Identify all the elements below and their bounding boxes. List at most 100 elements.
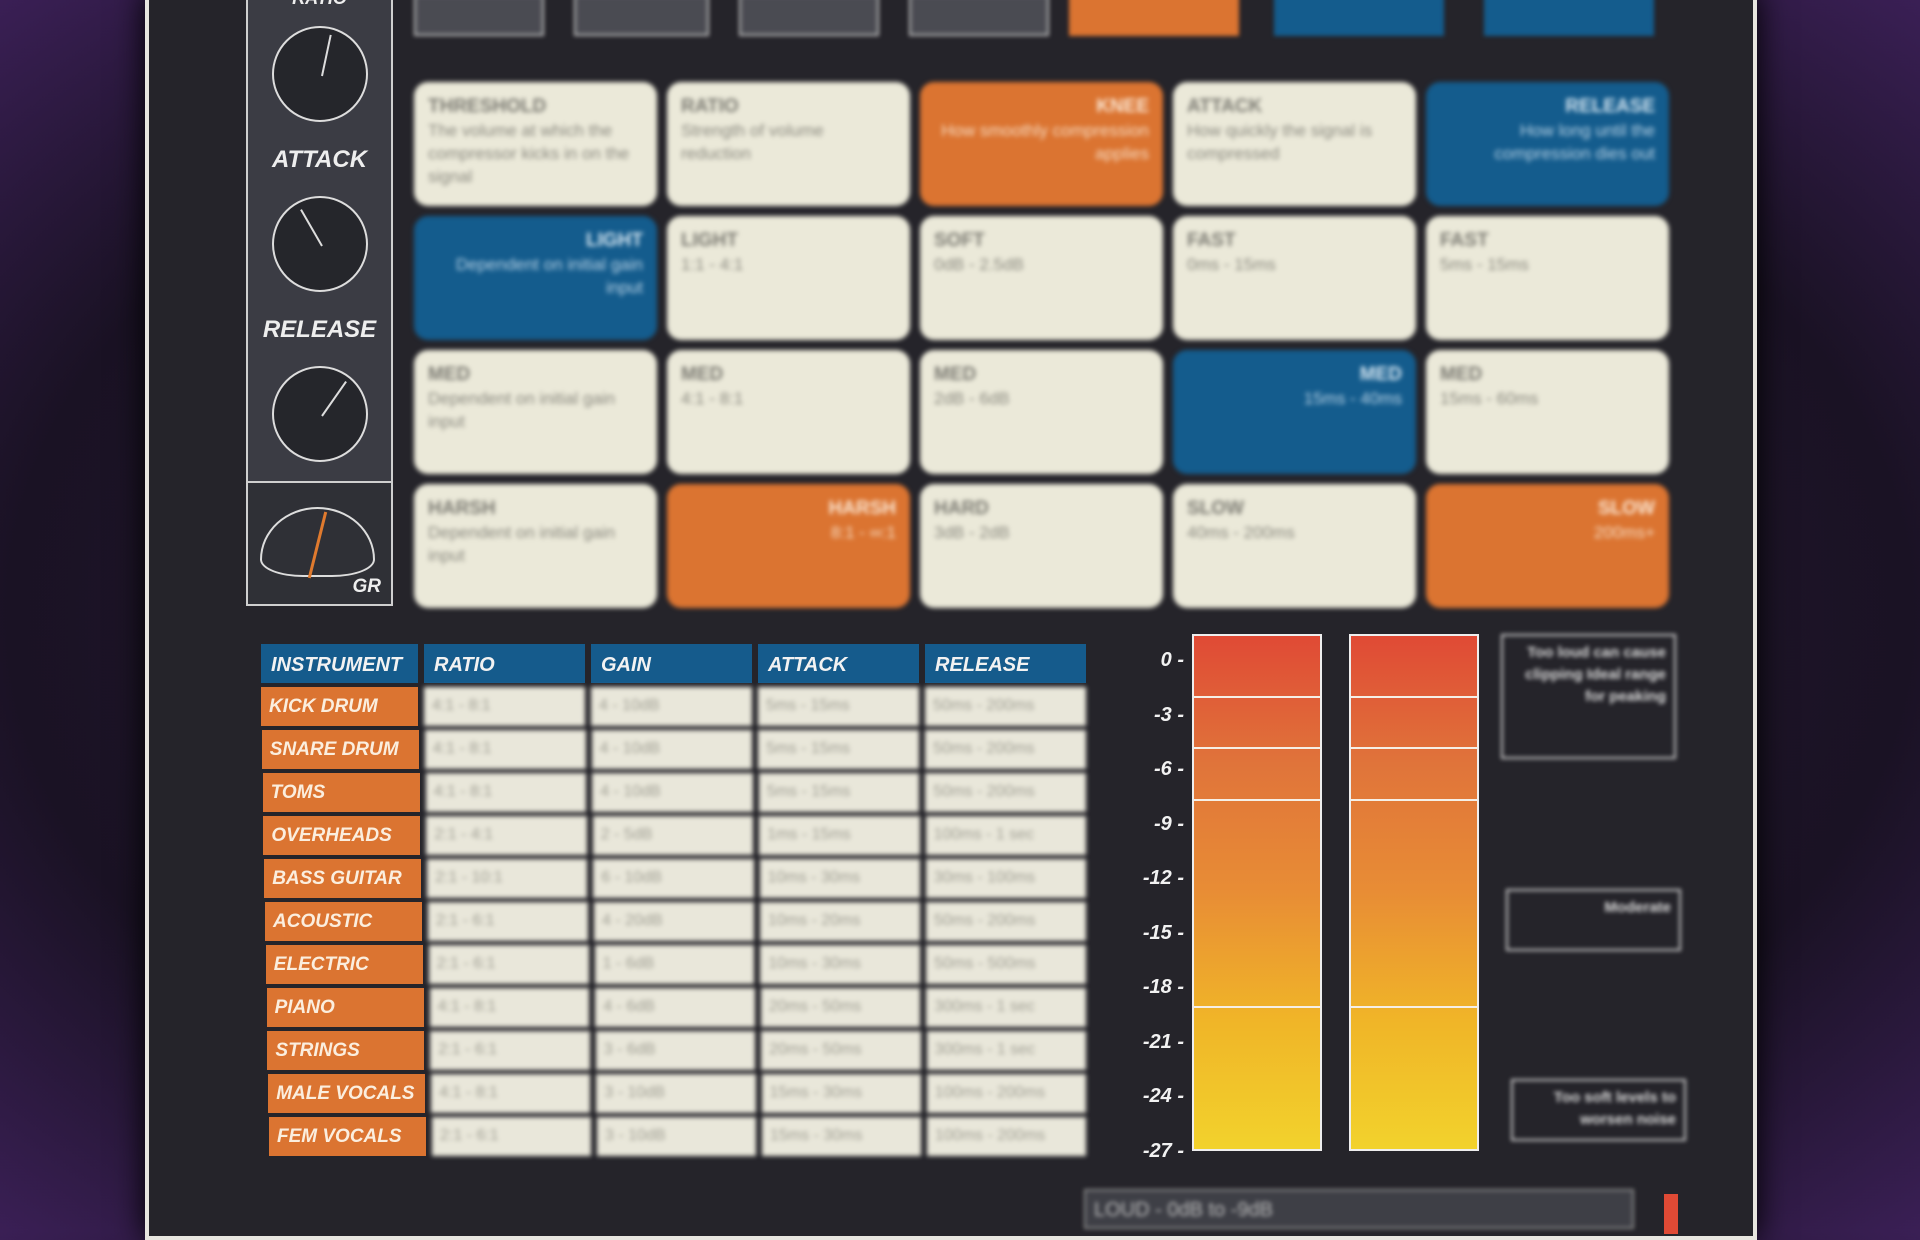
table-cell: 10ms - 30ms [759,859,920,898]
table-row: SNARE DRUM 4:1 - 8:1 4 - 10dB 5ms - 15ms 50m… [261,730,1086,769]
instrument-label: ACOUSTIC [265,902,422,941]
table-cell: 4:1 - 8:1 [424,687,585,726]
grid-cell: FAST 0ms - 15ms [1173,216,1416,340]
table-cell: 1ms - 15ms [759,816,920,855]
table-cell: 5ms - 15ms [758,730,920,769]
table-row: STRINGS 2:1 - 6:1 3 - 6dB 20ms - 50ms 300ms … [267,1031,1087,1070]
grid-cell-title: RELEASE [1565,96,1655,117]
db-scale-label: -12 - [1142,867,1184,889]
grid-cell-title: MED [934,364,977,385]
grid-cell: MED 4:1 - 8:1 [667,350,910,474]
grid-cell-title: SOFT [934,230,985,251]
level-meter-bar-left [1192,634,1322,1151]
grid-cell-title: HARSH [428,498,496,519]
instrument-label: TOMS [262,773,420,812]
note-soft: Too soft levels to worsen noise [1511,1079,1686,1141]
table-cell: 20ms - 50ms [760,988,921,1027]
table-cell: 15ms - 30ms [761,1074,921,1113]
table-cell: 2:1 - 4:1 [426,816,587,855]
table-cell: 4 - 6dB [595,988,755,1027]
grid-cell-text: How smoothly compression applies [941,120,1149,163]
parameter-grid: THRESHOLD The volume at which the compres… [414,82,1669,608]
grid-cell: SOFT 0dB - 2.5dB [920,216,1163,340]
grid-cell-title: MED [681,364,724,385]
table-cell: 5ms - 15ms [758,773,920,812]
grid-cell: HARSH 8:1 - ∞:1 [667,484,910,608]
release-label: RELEASE [262,316,377,343]
db-scale-label: -6 - [1154,758,1184,780]
table-cell: 6 - 10dB [593,859,754,898]
grid-cell-title: LIGHT [586,230,643,251]
meter-gridline [1351,747,1477,750]
table-row: ACOUSTIC 2:1 - 6:1 4 - 20dB 10ms - 20ms 50ms… [265,902,1086,941]
grid-cell-title: LIGHT [681,230,738,251]
grid-cell: HARD 3dB - 2dB [920,484,1163,608]
grid-cell-text: 0dB - 2.5dB [934,254,1024,274]
grid-cell: RELEASE How long until the compression di… [1426,82,1669,206]
table-cell: 3 - 10dB [597,1117,756,1156]
grid-cell-text: 1:1 - 4:1 [681,254,744,274]
grid-cell-title: HARD [934,498,989,519]
grid-cell: LIGHT Dependent on initial gain input [414,216,657,340]
column-header: RELEASE [925,644,1086,683]
db-scale-label: 0 - [1160,649,1184,671]
red-marker [1664,1194,1678,1234]
instrument-label: PIANO [266,988,424,1027]
db-scale-label: -15 - [1142,921,1184,944]
instrument-label: FEM VOCALS [269,1117,426,1156]
grid-cell: MED Dependent on initial gain input [414,350,657,474]
grid-cell: KNEE How smoothly compression applies [920,82,1163,206]
grid-cell-title: SLOW [1187,498,1244,519]
note-loud: Too loud can cause clipping Ideal range … [1501,634,1676,759]
grid-cell-title: FAST [1440,230,1489,251]
top-box [574,0,709,36]
compressor-cheat-sheet-poster: RATIO ATTACK RELEASE GR THRESHOLD The vol… [145,0,1757,1240]
table-cell: 4 - 10dB [592,773,753,812]
grid-cell: ATTACK How quickly the signal is compress… [1173,82,1416,206]
table-cell: 50ms - 200ms [925,687,1086,726]
meter-gridline [1194,747,1320,750]
grid-cell: THRESHOLD The volume at which the compres… [414,82,657,206]
grid-cell-text: 15ms - 60ms [1440,388,1539,408]
table-cell: 100ms - 200ms [927,1117,1086,1156]
grid-cell-text: 3dB - 2dB [934,522,1010,542]
instrument-label: BASS GUITAR [264,859,422,898]
note-moderate: Moderate [1506,889,1681,951]
grid-cell-title: HARSH [828,498,896,519]
grid-cell-text: Dependent on initial gain input [428,388,616,431]
meter-gridline [1351,1005,1477,1008]
attack-label: ATTACK [271,146,368,173]
grid-cell-title: RATIO [681,96,739,117]
top-box-orange [1069,0,1239,36]
column-header: RATIO [424,644,585,683]
top-box [414,0,544,36]
table-cell: 100ms - 200ms [926,1074,1086,1113]
grid-cell: MED 15ms - 40ms [1173,350,1416,474]
grid-cell-text: 5ms - 15ms [1440,254,1529,274]
grid-cell: SLOW 40ms - 200ms [1173,484,1416,608]
table-cell: 2:1 - 6:1 [428,945,589,984]
grid-cell-title: FAST [1187,230,1236,251]
knob-label-top: RATIO [248,0,391,9]
meter-gridline [1194,1005,1320,1008]
grid-cell: SLOW 200ms+ [1426,484,1669,608]
table-cell: 3 - 6dB [595,1031,756,1070]
top-box [739,0,879,36]
instrument-label: OVERHEADS [263,816,421,855]
instrument-label: MALE VOCALS [268,1074,426,1113]
instrument-table: INSTRUMENT RATIO GAIN ATTACK RELEASE KICK DRU… [261,644,1087,1160]
table-cell: 5ms - 15ms [758,687,919,726]
table-row: MALE VOCALS 4:1 - 8:1 3 - 10dB 15ms - 30ms 1… [268,1074,1086,1113]
instrument-label: ELECTRIC [265,945,423,984]
grid-cell-title: MED [1440,364,1483,385]
grid-cell: MED 15ms - 60ms [1426,350,1669,474]
table-row: BASS GUITAR 2:1 - 10:1 6 - 10dB 10ms - 30ms… [264,859,1086,898]
grid-cell-text: 8:1 - ∞:1 [830,522,896,542]
gr-label: GR [352,576,382,597]
grid-cell: HARSH Dependent on initial gain input [414,484,657,608]
table-row: PIANO 4:1 - 8:1 4 - 6dB 20ms - 50ms 300ms - … [266,988,1087,1027]
grid-cell-text: Dependent on initial gain input [428,522,616,565]
table-cell: 4:1 - 8:1 [425,773,587,812]
top-box-blue [1274,0,1444,36]
grid-cell: LIGHT 1:1 - 4:1 [667,216,910,340]
